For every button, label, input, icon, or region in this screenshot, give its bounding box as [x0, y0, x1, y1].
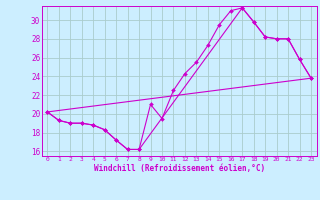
X-axis label: Windchill (Refroidissement éolien,°C): Windchill (Refroidissement éolien,°C) [94, 164, 265, 173]
